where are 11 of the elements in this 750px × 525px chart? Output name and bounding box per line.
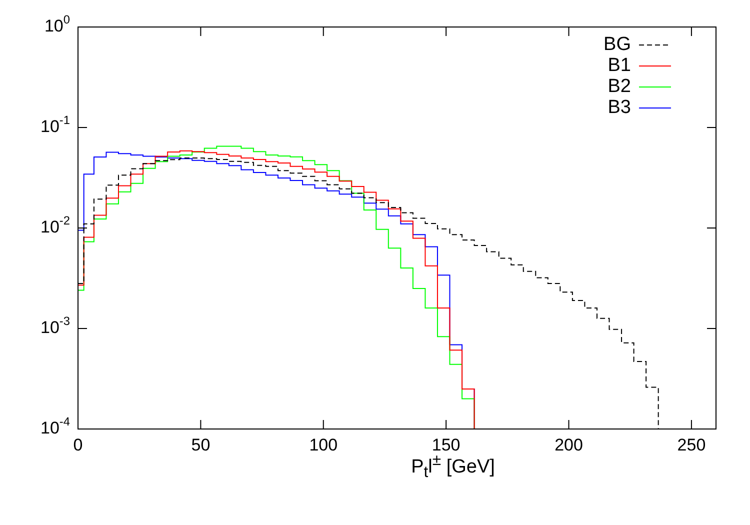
legend-label: B1 xyxy=(608,55,632,76)
legend-label: BG xyxy=(604,34,631,56)
x-tick-label: 250 xyxy=(677,436,706,455)
x-tick-label: 100 xyxy=(309,436,338,455)
x-tick-label: 200 xyxy=(554,436,583,455)
legend-label: B2 xyxy=(608,76,632,98)
x-tick-label: 0 xyxy=(73,436,83,455)
x-axis-title: P$_{t}$l$^{±}$ [GeV] xyxy=(411,452,495,482)
legend-label: B3 xyxy=(608,97,632,118)
x-tick-label: 50 xyxy=(191,436,210,455)
x-tick-label: 150 xyxy=(432,436,460,455)
